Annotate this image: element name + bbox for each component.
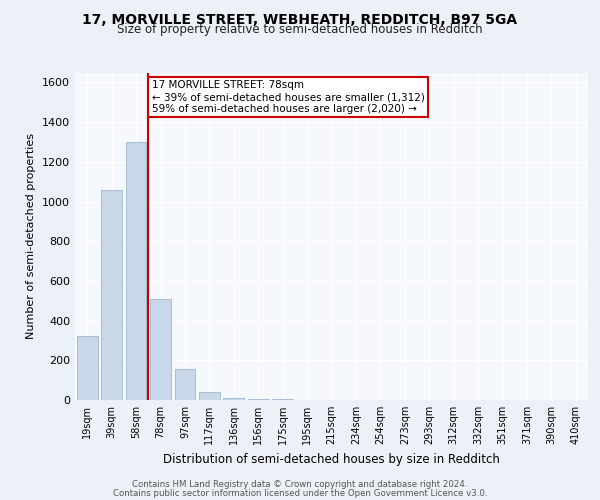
Bar [248, 399, 269, 400]
Bar [175, 369, 196, 400]
Bar [125, 142, 146, 400]
Bar [150, 299, 171, 400]
X-axis label: Distribution of semi-detached houses by size in Redditch: Distribution of semi-detached houses by … [163, 452, 500, 466]
Bar [101, 190, 122, 400]
Text: Contains public sector information licensed under the Open Government Licence v3: Contains public sector information licen… [113, 488, 487, 498]
Text: 17 MORVILLE STREET: 78sqm
← 39% of semi-detached houses are smaller (1,312)
59% : 17 MORVILLE STREET: 78sqm ← 39% of semi-… [152, 80, 425, 114]
Text: 17, MORVILLE STREET, WEBHEATH, REDDITCH, B97 5GA: 17, MORVILLE STREET, WEBHEATH, REDDITCH,… [82, 12, 518, 26]
Bar [223, 398, 244, 400]
Y-axis label: Number of semi-detached properties: Number of semi-detached properties [26, 133, 37, 339]
Text: Contains HM Land Registry data © Crown copyright and database right 2024.: Contains HM Land Registry data © Crown c… [132, 480, 468, 489]
Bar [77, 336, 98, 400]
Text: Size of property relative to semi-detached houses in Redditch: Size of property relative to semi-detach… [117, 24, 483, 36]
Bar [199, 392, 220, 400]
